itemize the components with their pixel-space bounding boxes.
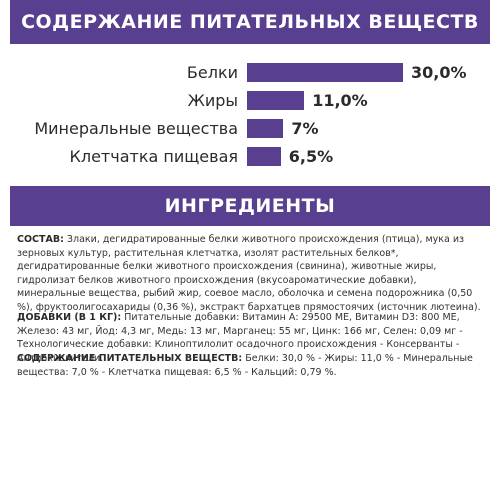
ingredients-banner: ИНГРЕДИЕНТЫ xyxy=(10,186,490,226)
nutrient-value: 6,5% xyxy=(288,147,334,166)
nutrients-banner: СОДЕРЖАНИЕ ПИТАТЕЛЬНЫХ ВЕЩЕСТВ xyxy=(10,0,490,44)
nutrient-label: Минеральные вещества xyxy=(34,119,238,138)
nutrients-summary-label: СОДЕРЖАНИЕ ПИТАТЕЛЬНЫХ ВЕЩЕСТВ: xyxy=(17,353,243,364)
nutrient-row-fiber: Клетчатка пищевая 6,5% xyxy=(0,145,500,169)
nutrient-row-minerals: Минеральные вещества 7% xyxy=(0,117,500,141)
ingredients-title: ИНГРЕДИЕНТЫ xyxy=(164,195,336,217)
nutrient-label: Жиры xyxy=(187,91,238,110)
nutrient-value: 30,0% xyxy=(411,63,467,82)
nutrient-label: Клетчатка пищевая xyxy=(69,147,238,166)
nutrients-title: СОДЕРЖАНИЕ ПИТАТЕЛЬНЫХ ВЕЩЕСТВ xyxy=(21,11,479,33)
nutrient-label: Белки xyxy=(186,63,238,82)
composition-paragraph: СОСТАВ: Злаки, дегидратированные белки ж… xyxy=(17,233,487,315)
nutrient-bar xyxy=(247,63,403,82)
nutrient-bar xyxy=(247,91,305,110)
composition-text: Злаки, дегидратированные белки животного… xyxy=(17,234,481,313)
additives-label: ДОБАВКИ (В 1 КГ): xyxy=(17,312,122,323)
nutrient-value: 7% xyxy=(291,119,319,138)
nutrients-summary-paragraph: СОДЕРЖАНИЕ ПИТАТЕЛЬНЫХ ВЕЩЕСТВ: Белки: 3… xyxy=(17,352,487,379)
nutrient-row-fat: Жиры 11,0% xyxy=(0,89,500,113)
nutrient-value: 11,0% xyxy=(312,91,368,110)
nutrient-bar xyxy=(247,147,281,166)
composition-label: СОСТАВ: xyxy=(17,234,64,245)
additives-paragraph: ДОБАВКИ (В 1 КГ): Питательные добавки: В… xyxy=(17,311,487,365)
nutrient-row-protein: Белки 30,0% xyxy=(0,61,500,85)
nutrient-bar xyxy=(247,119,284,138)
additives-text: Питательные добавки: Витамин А: 29500 МЕ… xyxy=(17,312,463,364)
nutrients-summary-text: Белки: 30,0 % - Жиры: 11,0 % - Минеральн… xyxy=(17,353,473,378)
